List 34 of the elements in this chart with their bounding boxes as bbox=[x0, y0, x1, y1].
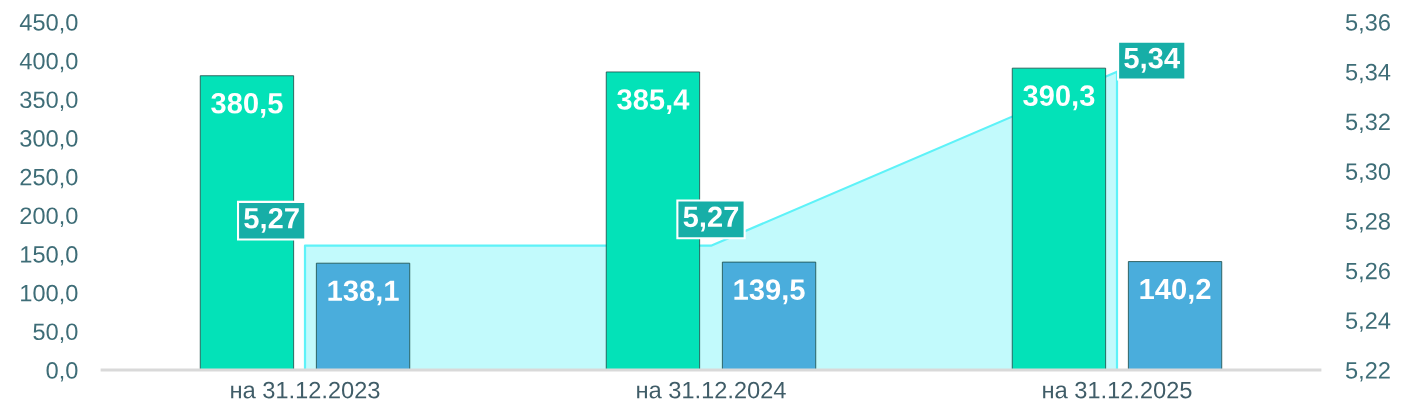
x-tick-label: на 31.12.2024 bbox=[637, 381, 786, 399]
data-label: 380,5 bbox=[211, 92, 283, 118]
y2-tick-label: 5,30 bbox=[1345, 163, 1391, 183]
data-label: 5,27 bbox=[683, 206, 739, 232]
y-tick-label: 50,0 bbox=[33, 323, 78, 343]
data-label: 139,5 bbox=[734, 279, 805, 305]
y-tick-label: 100,0 bbox=[21, 284, 78, 305]
data-label: 138,1 bbox=[328, 280, 399, 306]
y-tick-label: 450,0 bbox=[19, 14, 78, 34]
y-tick-label: 250,0 bbox=[20, 168, 78, 189]
y-tick-label: 400,0 bbox=[19, 52, 78, 73]
x-tick-label: на 31.12.2025 bbox=[1043, 381, 1192, 399]
data-label: 385,4 bbox=[617, 89, 690, 115]
y2-tick-label: 5,22 bbox=[1345, 362, 1390, 382]
data-label: 390,3 bbox=[1023, 85, 1095, 111]
x-tick-label: на 31.12.2023 bbox=[231, 381, 380, 399]
data-label: 5,34 bbox=[1124, 47, 1180, 73]
y2-tick-label: 5,26 bbox=[1345, 262, 1390, 283]
bar bbox=[1127, 261, 1223, 370]
y-tick-label: 350,0 bbox=[20, 91, 78, 111]
y-tick-label: 0,0 bbox=[46, 362, 78, 382]
bar bbox=[1011, 67, 1107, 370]
y2-tick-label: 5,32 bbox=[1345, 113, 1390, 134]
y2-tick-label: 5,34 bbox=[1345, 63, 1391, 84]
bar bbox=[721, 261, 817, 370]
data-label: 5,27 bbox=[244, 207, 299, 233]
data-label: 140,2 bbox=[1140, 278, 1211, 304]
y2-tick-label: 5,36 bbox=[1345, 14, 1390, 34]
y-tick-label: 300,0 bbox=[20, 130, 78, 150]
y2-tick-label: 5,28 bbox=[1345, 212, 1390, 233]
y-tick-label: 150,0 bbox=[21, 246, 78, 266]
y2-tick-label: 5,24 bbox=[1345, 312, 1391, 332]
y-tick-label: 200,0 bbox=[20, 207, 78, 227]
bar bbox=[315, 262, 411, 370]
